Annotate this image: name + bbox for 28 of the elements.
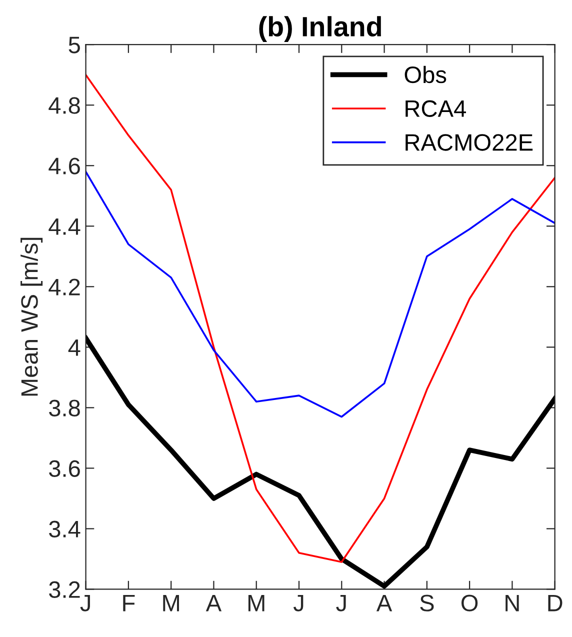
x-tick-label: O: [461, 594, 478, 612]
y-tick-label: 4.6: [48, 158, 80, 174]
y-axis-title: Mean WS [m/s]: [20, 238, 43, 396]
x-tick-label: A: [376, 594, 392, 612]
y-tick-label: 3.2: [49, 581, 80, 598]
x-tick-label: F: [123, 594, 135, 612]
legend-label: RCA4: [406, 100, 466, 117]
x-tick-label: J: [336, 594, 346, 612]
chart-title: (b) Inland: [259, 16, 381, 42]
y-tick-label: 3.4: [49, 520, 80, 538]
y-tick-label: 4.4: [48, 218, 80, 235]
legend-label: RACMO22E: [406, 134, 533, 151]
legend-label: Obs: [404, 66, 446, 84]
x-tick-label: A: [206, 594, 222, 612]
line-series: [86, 170, 555, 418]
x-tick-label: D: [548, 594, 562, 612]
x-tick-label: S: [420, 594, 434, 612]
y-tick-label: 4.2: [48, 278, 80, 296]
y-tick-label: 3.6: [49, 460, 80, 477]
y-tick-label: 4.8: [48, 97, 80, 114]
x-tick-label: J: [80, 594, 90, 612]
x-tick-label: M: [248, 594, 264, 612]
y-tick-label: 3.8: [49, 400, 80, 416]
x-tick-label: M: [163, 594, 179, 612]
x-tick-label: J: [293, 594, 304, 612]
x-tick-label: N: [506, 594, 519, 612]
y-tick-label: 5: [68, 36, 80, 54]
y-tick-label: 4: [68, 339, 80, 356]
